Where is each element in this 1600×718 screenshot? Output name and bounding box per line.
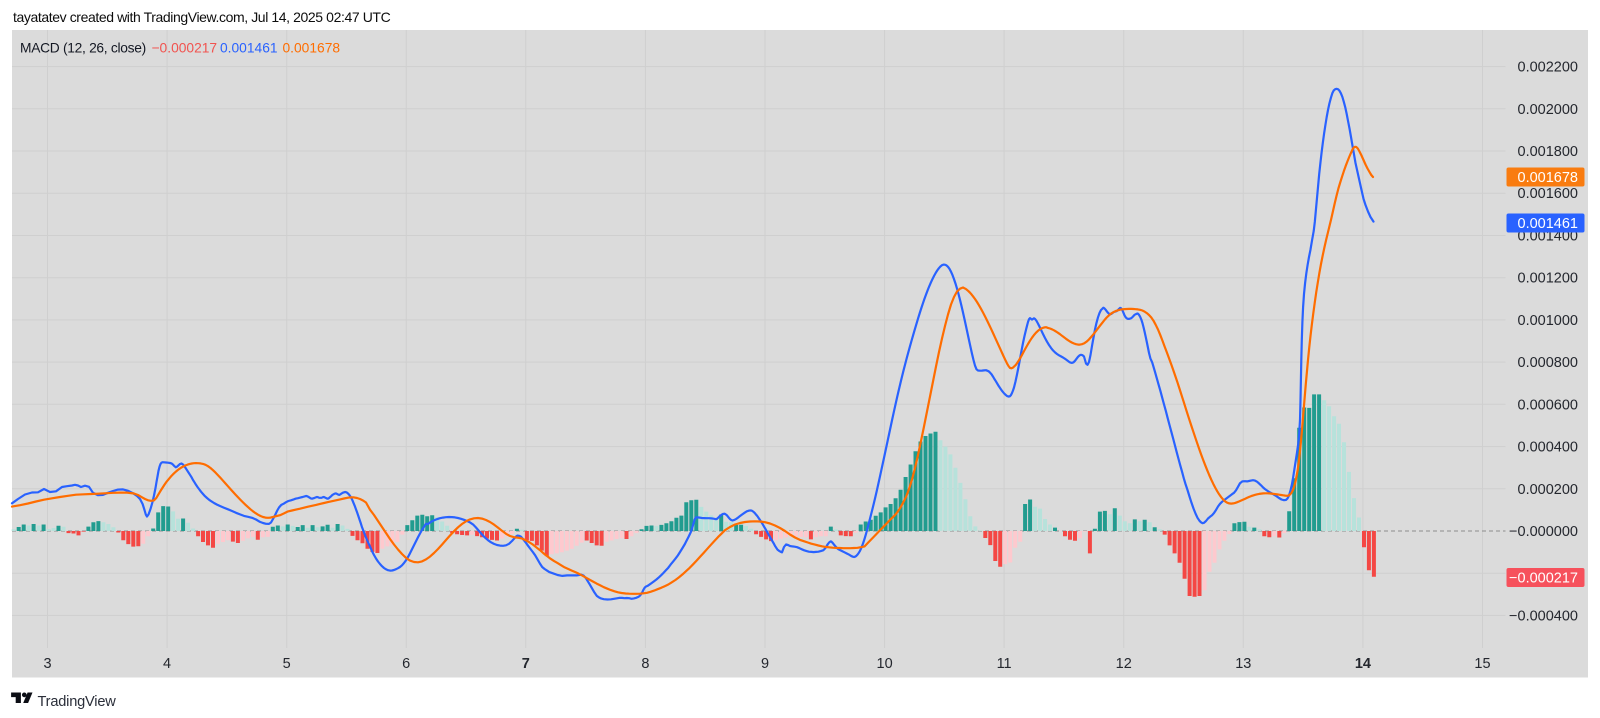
svg-text:13: 13 xyxy=(1235,656,1251,672)
svg-text:MACD (12, 26, close): MACD (12, 26, close) xyxy=(20,41,146,56)
svg-text:0.001800: 0.001800 xyxy=(1518,144,1578,160)
svg-text:7: 7 xyxy=(522,656,530,672)
svg-text:0.001200: 0.001200 xyxy=(1518,271,1578,287)
svg-text:6: 6 xyxy=(402,656,410,672)
svg-text:0.001678: 0.001678 xyxy=(283,41,341,56)
svg-text:12: 12 xyxy=(1116,656,1132,672)
svg-text:−0.000000: −0.000000 xyxy=(1509,524,1578,540)
svg-text:0.001461: 0.001461 xyxy=(220,41,278,56)
svg-text:0.000200: 0.000200 xyxy=(1518,482,1578,498)
svg-text:−0.000217: −0.000217 xyxy=(152,41,218,56)
svg-text:−0.000217: −0.000217 xyxy=(1509,571,1578,587)
svg-text:3: 3 xyxy=(43,656,51,672)
svg-text:4: 4 xyxy=(163,656,171,672)
svg-text:14: 14 xyxy=(1355,656,1371,672)
svg-text:0.000400: 0.000400 xyxy=(1518,440,1578,456)
svg-text:0.001461: 0.001461 xyxy=(1518,216,1578,232)
svg-text:9: 9 xyxy=(761,656,769,672)
svg-text:5: 5 xyxy=(283,656,291,672)
svg-text:8: 8 xyxy=(641,656,649,672)
svg-text:TradingView: TradingView xyxy=(38,694,117,710)
svg-text:−0.000400: −0.000400 xyxy=(1509,608,1578,624)
svg-text:0.001000: 0.001000 xyxy=(1518,313,1578,329)
svg-text:0.001678: 0.001678 xyxy=(1518,170,1578,186)
svg-text:0.000800: 0.000800 xyxy=(1518,355,1578,371)
svg-text:11: 11 xyxy=(997,656,1012,672)
svg-text:0.001600: 0.001600 xyxy=(1518,186,1578,202)
svg-text:0.002200: 0.002200 xyxy=(1518,60,1578,76)
svg-text:tayatatev created with Trading: tayatatev created with TradingView.com, … xyxy=(13,9,391,25)
svg-text:0.000600: 0.000600 xyxy=(1518,397,1578,413)
svg-text:10: 10 xyxy=(877,656,893,672)
svg-text:0.002000: 0.002000 xyxy=(1518,102,1578,118)
svg-text:15: 15 xyxy=(1474,656,1490,672)
